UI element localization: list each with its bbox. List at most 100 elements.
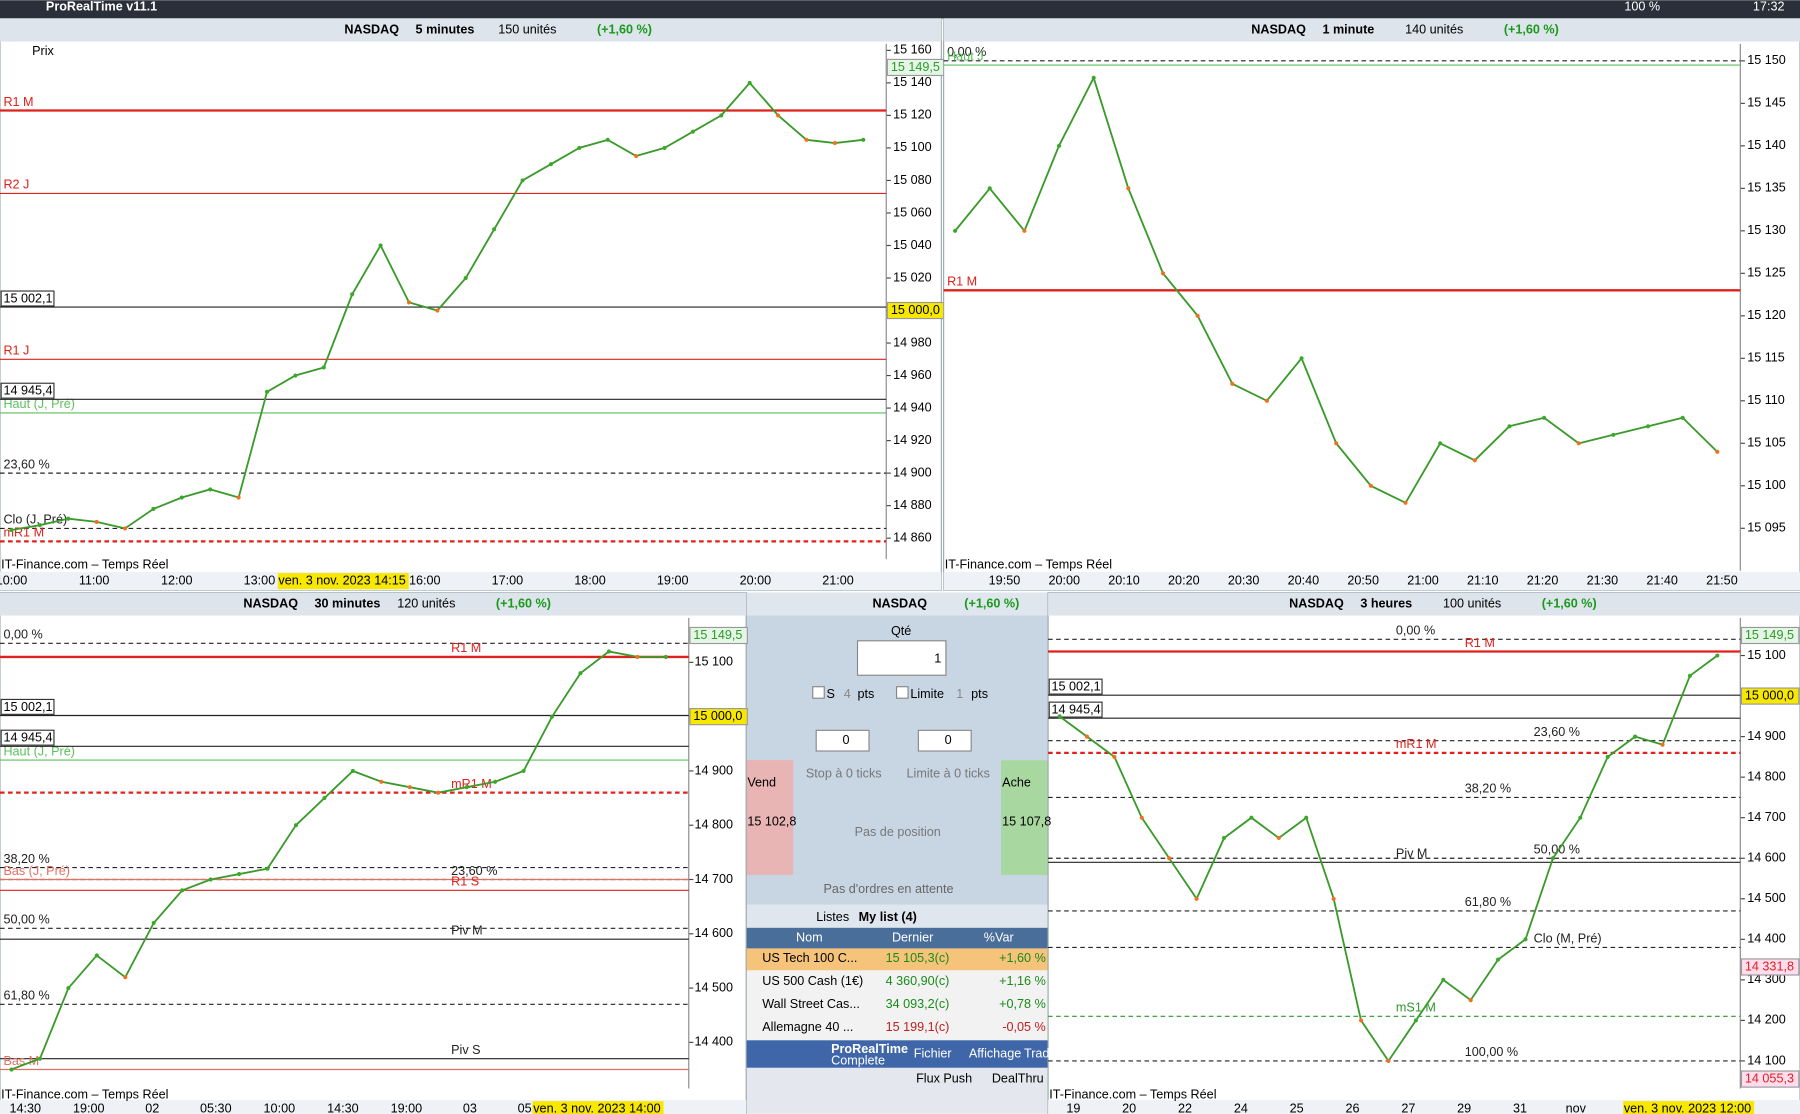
- units-select[interactable]: 140 unités: [1405, 22, 1463, 36]
- label: Pas de position: [855, 825, 941, 839]
- checkbox[interactable]: [812, 686, 825, 699]
- menu[interactable]: Trad: [1024, 1046, 1049, 1060]
- y-tick-label: 14 600: [695, 926, 734, 940]
- price-point: [719, 113, 724, 118]
- x-tick-label: 05:30: [200, 1101, 232, 1114]
- price-point: [1264, 398, 1269, 403]
- menu[interactable]: Affichage: [969, 1046, 1021, 1060]
- x-tick-label: 19:50: [989, 573, 1021, 587]
- x-tick-label: 16:00: [409, 573, 441, 587]
- period-select[interactable]: 3 heures: [1360, 596, 1412, 610]
- instrument: NASDAQ: [872, 596, 927, 610]
- price-point: [1299, 356, 1304, 361]
- edition: Complete: [831, 1053, 885, 1067]
- level-label: Piv M: [1396, 847, 1428, 861]
- x-tick-label: 10:00: [264, 1101, 296, 1114]
- price-point: [1276, 835, 1281, 841]
- price-point: [663, 654, 668, 659]
- y-tick-label: 15 040: [893, 238, 932, 252]
- cell: +0,78 %: [999, 997, 1046, 1011]
- y-tick-label: 15 120: [893, 108, 932, 122]
- dealthru-button[interactable]: DealThru: [992, 1072, 1044, 1086]
- x-tick-label: ven. 3 nov. 2023 14:15: [278, 573, 405, 587]
- level-label: Haut (J, Pré): [3, 744, 74, 758]
- x-tick-label: 21:50: [1706, 573, 1738, 587]
- y-tick-label: 15 140: [1747, 138, 1786, 152]
- period-select[interactable]: 5 minutes: [416, 22, 475, 36]
- price-point: [1441, 977, 1446, 982]
- flux-button[interactable]: Flux Push: [916, 1072, 972, 1086]
- price-point: [1472, 458, 1477, 463]
- x-tick-label: 11:00: [79, 573, 110, 587]
- y-tick-label: 14 400: [695, 1035, 734, 1049]
- y-tick-label: 14 900: [695, 763, 734, 777]
- price-point: [66, 516, 71, 521]
- price-marker-label: 15 002,1: [3, 291, 52, 305]
- price-point: [520, 178, 525, 183]
- y-tick-label: 14 960: [893, 368, 932, 382]
- x-tick-label: ven. 3 nov. 2023 12:00: [1624, 1101, 1751, 1114]
- level-label: R1 M: [3, 95, 33, 109]
- cell: US 500 Cash (1€): [762, 974, 863, 988]
- level-label: Piv M: [451, 924, 483, 938]
- period-select[interactable]: 1 minute: [1322, 22, 1374, 36]
- x-tick-label: 29: [1457, 1101, 1471, 1114]
- price-point: [578, 671, 583, 676]
- x-tick-label: 22: [1178, 1101, 1192, 1114]
- price-point: [350, 768, 355, 773]
- price-point: [1715, 449, 1720, 454]
- label: 1: [956, 687, 963, 701]
- source: IT-Finance.com – Temps Réel: [1, 1088, 168, 1102]
- price-point: [606, 649, 611, 654]
- price-point: [265, 866, 270, 871]
- y-tick-label: 15 160: [893, 43, 932, 57]
- panel-bg: [943, 18, 1800, 591]
- x-tick-label: 25: [1290, 1101, 1304, 1114]
- battery: 100 %: [1624, 0, 1660, 13]
- price-point: [747, 80, 752, 85]
- price-point: [350, 292, 355, 297]
- level-label: 0,00 %: [3, 628, 42, 642]
- units-select[interactable]: 150 unités: [498, 22, 556, 36]
- price-point: [151, 506, 156, 511]
- column-header: Dernier: [892, 930, 933, 944]
- level-label: R2 J: [3, 178, 29, 192]
- price-flag: [1740, 1070, 1800, 1088]
- source: IT-Finance.com – Temps Réel: [1049, 1088, 1216, 1102]
- x-tick-label: 20:10: [1108, 573, 1140, 587]
- price-point: [94, 519, 99, 524]
- y-tick-label: 15 110: [1747, 393, 1785, 407]
- column-header: Nom: [796, 930, 823, 944]
- y-tick-label: 15 150: [1747, 53, 1786, 67]
- x-axis-bar: [0, 571, 942, 591]
- price-point: [1633, 734, 1638, 739]
- y-tick-label: 15 130: [1747, 223, 1786, 237]
- price-point: [9, 1067, 14, 1072]
- price-point: [208, 487, 213, 492]
- price-point: [293, 823, 299, 828]
- y-tick-label: 14 200: [1747, 1013, 1786, 1027]
- price-point: [1542, 415, 1547, 420]
- price-point: [37, 523, 42, 528]
- price-point: [1496, 957, 1501, 962]
- checkbox[interactable]: [895, 686, 909, 699]
- level-label: Haut (J, Pré): [3, 397, 74, 411]
- units-select[interactable]: 100 unités: [1443, 596, 1501, 610]
- price-marker-label: 14 945,4: [1052, 703, 1101, 717]
- panel-bg: [1047, 592, 1800, 1114]
- price-point: [1368, 483, 1373, 488]
- cursor-date-bg: [532, 1101, 664, 1114]
- toolbar: [1048, 592, 1800, 616]
- panel-bg: [0, 592, 747, 1114]
- x-tick-label: 13:00: [244, 573, 276, 587]
- y-tick-label: 14 900: [1747, 729, 1786, 743]
- instrument: NASDAQ: [344, 22, 399, 36]
- units-select[interactable]: 120 unités: [397, 596, 455, 610]
- x-tick-label: 26: [1345, 1101, 1359, 1114]
- price-line: [11, 650, 666, 1071]
- menu[interactable]: Fichier: [914, 1046, 952, 1060]
- period-select[interactable]: 30 minutes: [315, 596, 381, 610]
- price-point: [151, 920, 156, 925]
- price-point: [1022, 228, 1027, 233]
- clock: 17:32: [1753, 0, 1785, 13]
